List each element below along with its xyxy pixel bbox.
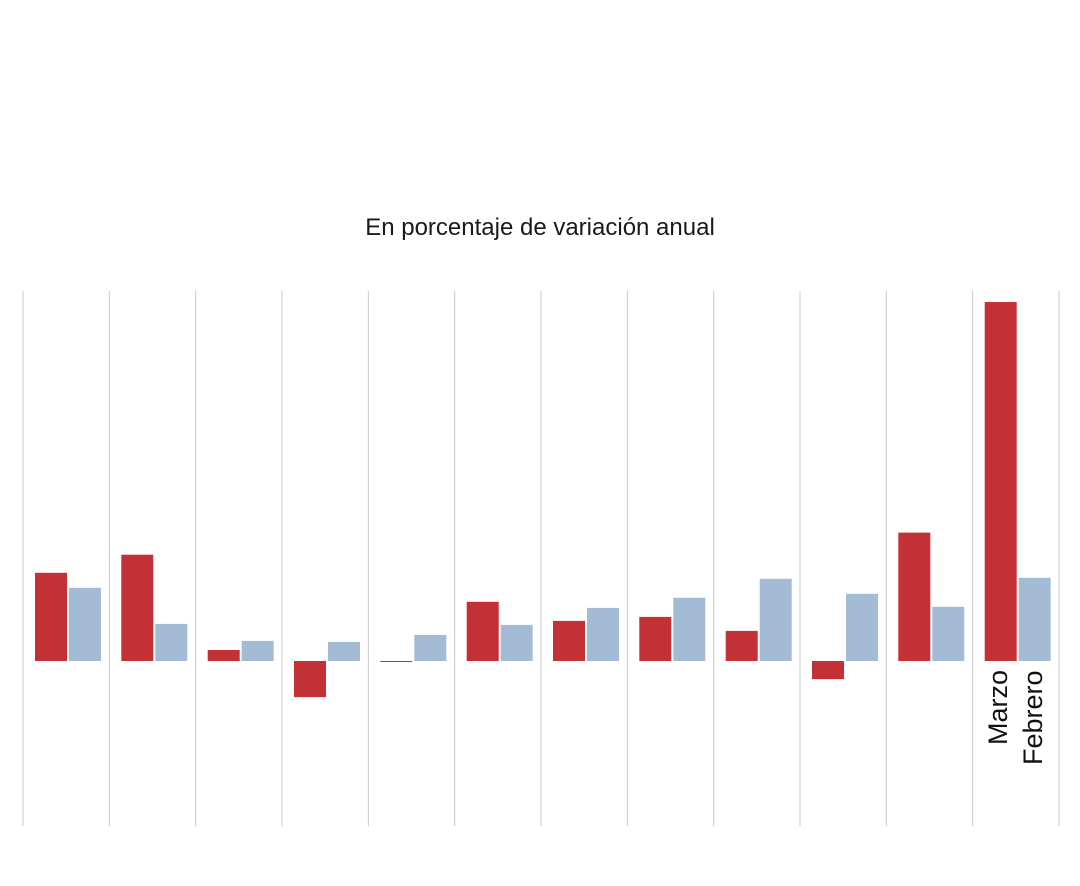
bar-series-1-cat-12 [984,302,1017,661]
bar-series-2-cat-11 [932,606,965,661]
bar-series-1-cat-5 [380,661,413,662]
bar-series-1-cat-9 [725,630,758,661]
bar-series-2-cat-1 [69,587,101,661]
bar-series-1-cat-11 [898,532,931,661]
bar-series-2-cat-9 [759,578,792,661]
bar-series-2-cat-2 [155,623,188,661]
legend-label-marzo: Marzo [983,670,1013,745]
legend: Marzo Febrero [983,670,1048,765]
legend-label-febrero: Febrero [1018,670,1048,765]
bar-series-1-cat-6 [466,601,499,661]
chart-title: En porcentaje de variación anual [365,214,715,241]
bar-series-2-cat-3 [241,640,274,661]
bar-series-1-cat-10 [812,661,844,680]
bar-series-2-cat-5 [414,634,447,661]
bar-series-1-cat-1 [35,572,67,661]
gridlines [22,291,1060,826]
bar-series-1-cat-2 [121,554,154,661]
bar-series-2-cat-12 [1018,577,1051,661]
bar-series-1-cat-7 [553,620,585,661]
bar-series-2-cat-4 [328,641,360,661]
bar-series-2-cat-10 [846,593,878,661]
bar-series-1-cat-3 [207,650,240,661]
bar-series-2-cat-8 [673,597,706,661]
bars [35,302,1051,698]
bar-series-2-cat-7 [587,607,619,661]
bar-series-1-cat-4 [294,661,326,698]
bar-series-2-cat-6 [500,624,533,661]
bar-series-1-cat-8 [639,616,672,661]
